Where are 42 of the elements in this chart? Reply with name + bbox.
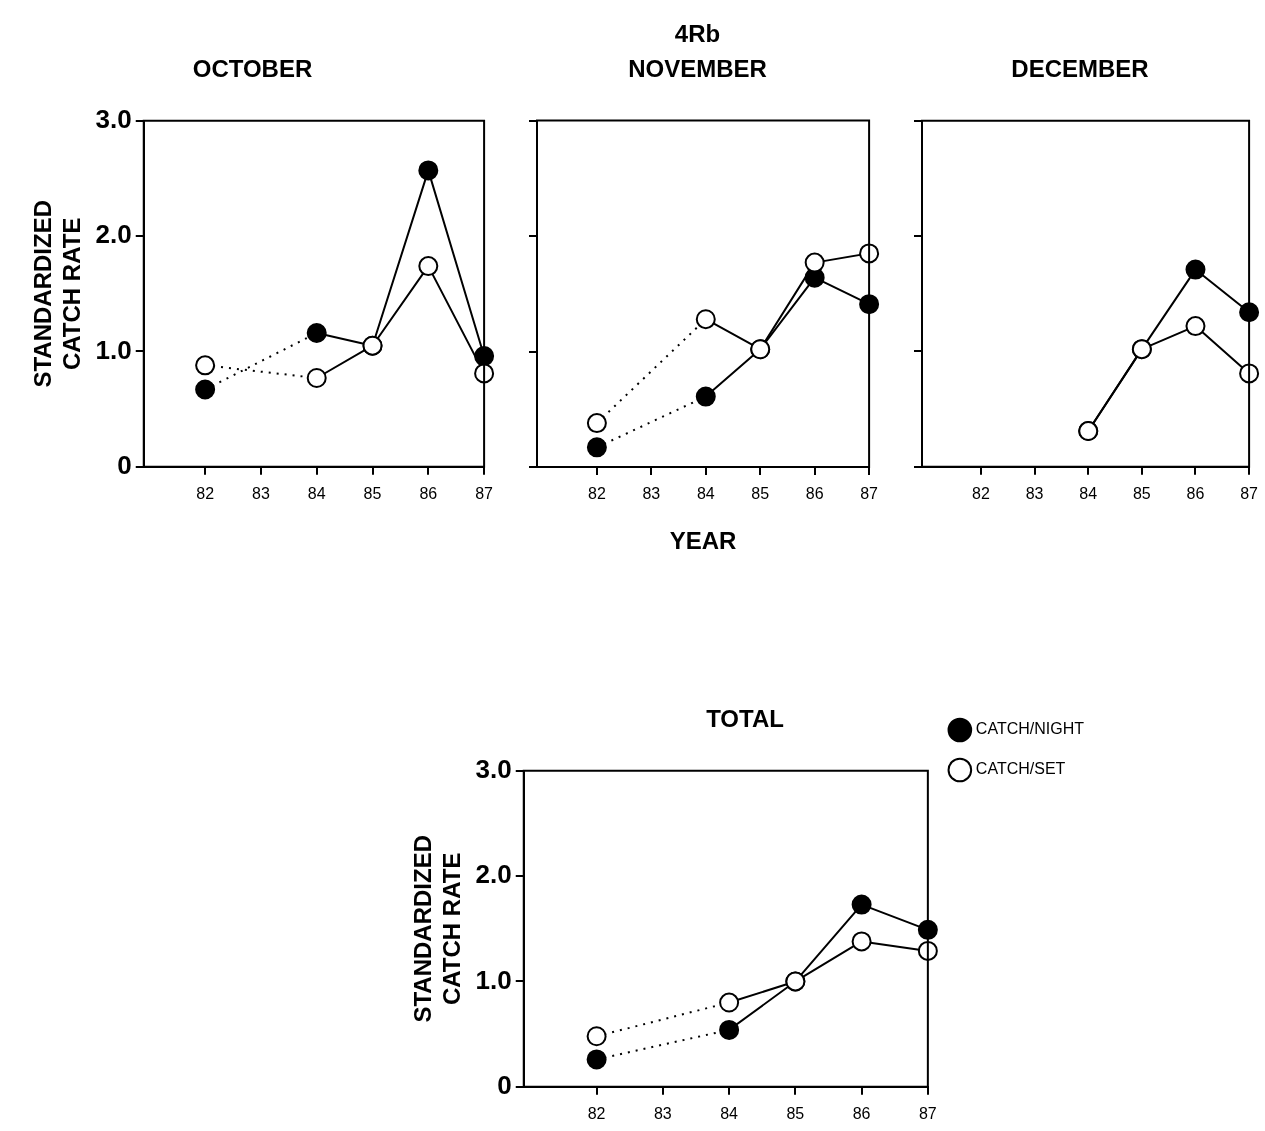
x-tick-label: 87 [1240,484,1259,502]
y-tick-label: 2.0 [475,859,512,890]
x-tick-label: 83 [642,485,661,503]
x-tick-label: 87 [475,484,494,502]
x-tick-label: 86 [419,484,438,502]
chart-title: 4Rb [674,20,721,48]
x-tick-label: 83 [1025,484,1044,502]
x-tick-label: 84 [1079,484,1098,502]
y-tick-label: 1.0 [475,964,512,995]
x-tick-label: 86 [1186,484,1205,502]
x-tick-label: 84 [720,1104,739,1122]
y-tick-label: 3.0 [475,753,512,784]
chart-title: DECEMBER [1011,55,1149,83]
y-tick-label: 1.0 [95,334,132,365]
x-tick-label: 87 [860,485,879,503]
x-axis-title: YEAR [669,527,737,555]
y-tick-label: 0 [117,449,132,480]
chart-title: TOTAL [706,705,784,733]
y-tick-label: 0 [497,1069,512,1100]
x-tick-label: 82 [972,484,990,502]
x-tick-label: 87 [918,1104,937,1122]
x-tick-label: 82 [587,485,606,503]
legend-label: CATCH/SET [975,760,1066,778]
y-tick-label: 2.0 [95,219,132,250]
x-tick-label: 82 [587,1104,606,1122]
y-axis-title: STANDARDIZED CATCH RATE [29,200,85,388]
chart-subtitle: NOVEMBER [628,54,767,82]
chart-title: OCTOBER [192,55,313,83]
x-tick-label: 85 [786,1104,805,1122]
x-tick-label: 85 [363,484,382,502]
x-tick-label: 84 [696,485,715,503]
x-tick-label: 86 [852,1104,871,1122]
y-tick-label: 3.0 [95,103,132,134]
x-tick-label: 86 [805,485,824,503]
x-tick-label: 83 [252,484,270,502]
x-tick-label: 82 [196,484,215,502]
legend-label: CATCH/NIGHT [975,720,1085,738]
x-tick-label: 85 [751,485,770,503]
x-tick-label: 83 [653,1104,672,1122]
x-tick-label: 84 [307,484,326,502]
y-axis-title: STANDARDIZED CATCH RATE [409,835,465,1023]
x-tick-label: 85 [1132,484,1151,502]
